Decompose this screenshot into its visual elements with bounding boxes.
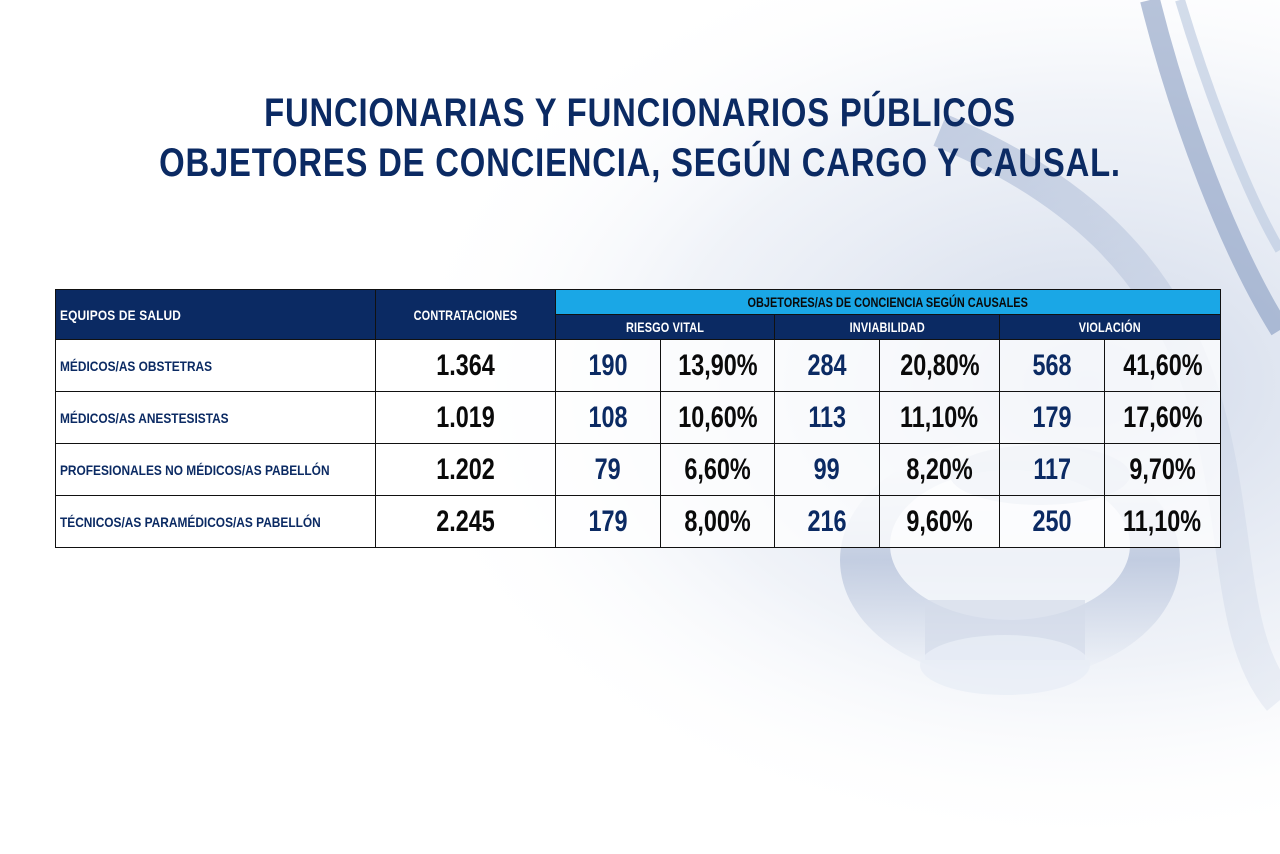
inviabilidad-count: 113 xyxy=(774,391,880,444)
riesgo-vital-count: 108 xyxy=(555,391,661,444)
table-row: PROFESIONALES NO MÉDICOS/AS PABELLÓN 1.2… xyxy=(55,443,1222,496)
header-causales-group: OBJETORES/AS DE CONCIENCIA SEGÚN CAUSALE… xyxy=(554,289,1222,315)
row-label: TÉCNICOS/AS PARAMÉDICOS/AS PABELLÓN xyxy=(55,495,376,548)
title-line-1: FUNCIONARIAS Y FUNCIONARIOS PÚBLICOS xyxy=(264,91,1016,135)
contrataciones-cell: 1.019 xyxy=(375,391,556,444)
violacion-count: 117 xyxy=(999,443,1105,496)
objectors-table: EQUIPOS DE SALUD CONTRATACIONES OBJETORE… xyxy=(55,289,1222,548)
contrataciones-cell: 1.364 xyxy=(375,339,556,392)
row-label: PROFESIONALES NO MÉDICOS/AS PABELLÓN xyxy=(55,443,376,496)
table-row: MÉDICOS/AS OBSTETRAS 1.364 190 13,90% 28… xyxy=(55,339,1222,392)
inviabilidad-count: 216 xyxy=(774,495,880,548)
riesgo-vital-pct: 10,60% xyxy=(660,391,775,444)
page-title: FUNCIONARIAS Y FUNCIONARIOS PÚBLICOS OBJ… xyxy=(115,88,1165,188)
riesgo-vital-pct: 6,60% xyxy=(660,443,775,496)
header-violacion: VIOLACIÓN xyxy=(998,314,1222,340)
header-riesgo-vital: RIESGO VITAL xyxy=(555,314,775,340)
contrataciones-cell: 1.202 xyxy=(375,443,556,496)
riesgo-vital-pct: 13,90% xyxy=(660,339,775,392)
header-contrataciones: CONTRATACIONES xyxy=(375,289,556,340)
violacion-count: 568 xyxy=(999,339,1105,392)
row-label: MÉDICOS/AS ANESTESISTAS xyxy=(55,391,376,444)
contrataciones-cell: 2.245 xyxy=(375,495,556,548)
header-inviabilidad: INVIABILIDAD xyxy=(774,314,1000,340)
riesgo-vital-count: 79 xyxy=(555,443,661,496)
table-row: TÉCNICOS/AS PARAMÉDICOS/AS PABELLÓN 2.24… xyxy=(55,495,1222,548)
header-equipos: EQUIPOS DE SALUD xyxy=(55,289,376,340)
inviabilidad-pct: 11,10% xyxy=(879,391,1000,444)
riesgo-vital-count: 190 xyxy=(555,339,661,392)
inviabilidad-count: 284 xyxy=(774,339,880,392)
row-label: MÉDICOS/AS OBSTETRAS xyxy=(55,339,376,392)
violacion-pct: 41,60% xyxy=(1103,339,1222,392)
inviabilidad-pct: 20,80% xyxy=(879,339,1000,392)
inviabilidad-pct: 9,60% xyxy=(879,495,1000,548)
title-line-2: OBJETORES DE CONCIENCIA, SEGÚN CARGO Y C… xyxy=(159,141,1121,185)
riesgo-vital-count: 179 xyxy=(555,495,661,548)
violacion-count: 179 xyxy=(999,391,1105,444)
table-row: MÉDICOS/AS ANESTESISTAS 1.019 108 10,60%… xyxy=(55,391,1222,444)
violacion-pct: 9,70% xyxy=(1103,443,1222,496)
riesgo-vital-pct: 8,00% xyxy=(660,495,775,548)
inviabilidad-count: 99 xyxy=(774,443,880,496)
inviabilidad-pct: 8,20% xyxy=(879,443,1000,496)
violacion-pct: 17,60% xyxy=(1103,391,1222,444)
violacion-pct: 11,10% xyxy=(1103,495,1222,548)
violacion-count: 250 xyxy=(999,495,1105,548)
